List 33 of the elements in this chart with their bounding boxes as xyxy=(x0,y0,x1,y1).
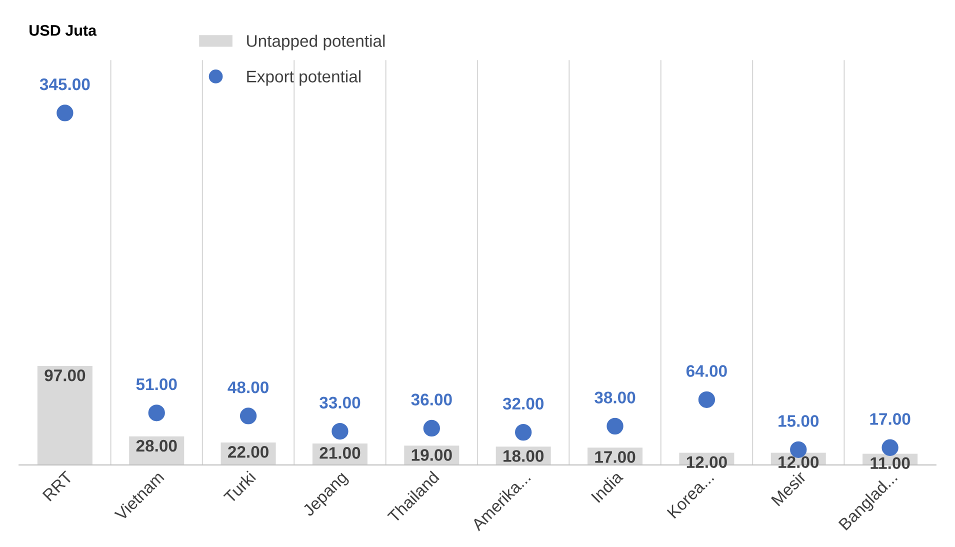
data-label: 28.00 xyxy=(136,440,177,452)
data-label: 33.00 xyxy=(320,396,360,409)
data-label: 11.00 xyxy=(870,457,910,470)
data-label: 345.00 xyxy=(40,78,90,90)
point xyxy=(606,418,624,435)
bar xyxy=(37,366,92,465)
data-label: 64.00 xyxy=(686,365,727,377)
point xyxy=(332,422,348,440)
data-label: 38.00 xyxy=(594,392,636,404)
point xyxy=(698,391,716,408)
data-label: 36.00 xyxy=(411,394,452,406)
legend-label: Export potential xyxy=(247,70,360,86)
data-label: 18.00 xyxy=(504,450,544,462)
data-label: 21.00 xyxy=(320,447,360,459)
data-label: 17.00 xyxy=(870,413,910,425)
data-label: 12.00 xyxy=(686,456,727,468)
data-label: 97.00 xyxy=(44,369,86,382)
data-label: 48.00 xyxy=(228,381,268,394)
point xyxy=(515,424,532,441)
data-label: 32.00 xyxy=(502,398,544,410)
data-label: 15.00 xyxy=(778,415,819,427)
data-label: 12.00 xyxy=(778,456,819,468)
point xyxy=(423,420,440,437)
data-label: 19.00 xyxy=(412,449,452,461)
point xyxy=(882,439,898,456)
legend-label: Untapped potential xyxy=(247,34,385,50)
point xyxy=(148,404,165,422)
data-label: 51.00 xyxy=(136,378,177,390)
chart-title: USD Juta xyxy=(30,25,97,36)
point xyxy=(56,104,74,122)
data-label: 22.00 xyxy=(228,446,268,458)
data-label: 17.00 xyxy=(595,451,636,463)
point xyxy=(240,408,257,424)
